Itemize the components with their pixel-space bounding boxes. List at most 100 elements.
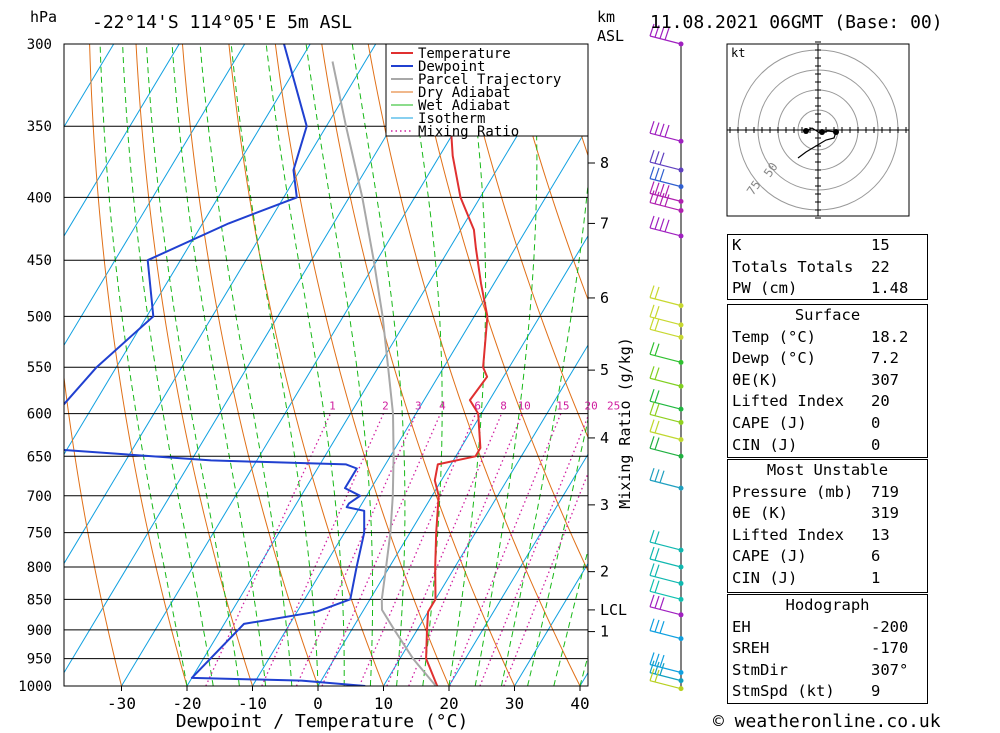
index-label: θE (K) — [732, 504, 788, 523]
series-line-temperature — [425, 77, 489, 686]
pressure-unit-label: hPa — [30, 8, 57, 26]
index-value: 22 — [871, 257, 890, 276]
mixing-ratio-label: 3 — [415, 400, 422, 413]
mixing-ratio-line — [358, 413, 477, 686]
height-tick-label: 3 — [600, 496, 609, 514]
index-row-mu-cin: CIN (J) 1 — [728, 568, 927, 590]
wet-adiabat-line — [99, 44, 188, 686]
dry-adiabat-line — [181, 44, 319, 686]
index-label: StmSpd (kt) — [732, 682, 835, 701]
index-label: Pressure (mb) — [732, 482, 854, 501]
wind-barb — [649, 594, 682, 616]
wind-barb — [649, 529, 682, 551]
wind-barb — [649, 181, 682, 202]
index-row-sreh: SREH -170 — [728, 638, 927, 660]
datetime-title: 11.08.2021 06GMT (Base: 00) — [650, 12, 943, 33]
x-tick-label: -10 — [238, 694, 267, 713]
hodograph-unit-label: kt — [731, 46, 745, 60]
isotherm-line — [448, 453, 588, 686]
index-label: θE(K) — [732, 370, 779, 389]
index-label: CIN (J) — [732, 568, 798, 587]
isotherm-line — [121, 44, 508, 686]
mixing-ratio-label: 8 — [500, 400, 507, 413]
index-row-mu-thetae: θE (K) 319 — [728, 503, 927, 525]
x-tick-label: 40 — [570, 694, 589, 713]
mixing-ratio-label: 10 — [518, 400, 531, 413]
pressure-tick-label: 850 — [27, 592, 52, 608]
index-value: 307 — [871, 370, 899, 389]
wind-barb — [649, 652, 682, 674]
mixing-ratio-label: 15 — [556, 400, 569, 413]
mixing-ratio-label: 25 — [607, 400, 620, 413]
wet-adiabat-line — [199, 44, 293, 686]
dry-adiabat-line — [89, 44, 188, 686]
wind-barb — [649, 402, 682, 424]
wind-barb — [649, 388, 682, 410]
index-label: Temp (°C) — [732, 327, 816, 346]
wind-barb — [649, 285, 682, 307]
isotherm-line — [186, 44, 573, 686]
pressure-tick-label: 300 — [27, 37, 52, 53]
wet-adiabat-line — [265, 44, 345, 686]
x-tick-label: 20 — [439, 694, 458, 713]
index-row-mu-cape: CAPE (J) 6 — [728, 546, 927, 568]
index-value: 9 — [871, 682, 881, 701]
pressure-tick-label: 400 — [27, 190, 52, 206]
pressure-tick-label: 600 — [27, 407, 52, 423]
index-row-eh: EH -200 — [728, 617, 927, 639]
dry-adiabat-line — [917, 26, 1000, 686]
hodograph-ring-label: 50 — [761, 160, 781, 180]
wind-barb — [649, 149, 682, 171]
index-row-stmdir: StmDir 307° — [728, 660, 927, 682]
index-value: 0 — [871, 435, 881, 454]
dry-adiabat-line — [460, 44, 588, 439]
index-value: 15 — [871, 236, 890, 254]
index-value: 20 — [871, 392, 890, 411]
x-tick-label: 30 — [505, 694, 524, 713]
isotherm-line — [64, 44, 442, 674]
index-row-cape: CAPE (J) 0 — [728, 413, 927, 435]
mixing-ratio-line — [449, 413, 562, 686]
index-label: Lifted Index — [732, 392, 844, 411]
surface-title: Surface — [794, 306, 861, 324]
wind-barb — [649, 546, 682, 568]
index-label: PW (cm) — [732, 279, 798, 298]
dry-adiabat-line — [135, 44, 253, 686]
height-tick-label: 4 — [600, 429, 609, 447]
legend-entry-temperature: Temperature — [418, 46, 511, 62]
wind-barb — [649, 436, 682, 457]
legend-entry-mixing-ratio: Mixing Ratio — [418, 124, 519, 140]
wet-adiabat-line — [230, 44, 319, 686]
index-label: StmDir — [732, 660, 788, 679]
location-title: -22°14'S 114°05'E 5m ASL — [92, 12, 352, 33]
hodograph-trace — [797, 127, 837, 159]
legend: Temperature Dewpoint Parcel Trajectory D… — [385, 43, 589, 140]
index-row-k: K 15 — [728, 235, 927, 257]
pressure-tick-label: 350 — [27, 119, 52, 135]
index-value: 719 — [871, 482, 899, 501]
x-axis-title: Dewpoint / Temperature (°C) — [176, 711, 469, 732]
pressure-tick-label: 950 — [27, 652, 52, 668]
index-label: Totals Totals — [732, 257, 854, 276]
index-value: 7.2 — [871, 349, 899, 368]
index-label: CIN (J) — [732, 435, 798, 454]
most-unstable-title: Most Unstable — [766, 461, 889, 479]
x-tick-label: 0 — [313, 694, 323, 713]
wet-adiabat-line — [122, 44, 214, 686]
wind-barb — [649, 618, 682, 640]
isotherm-line — [317, 235, 588, 686]
wind-barb — [649, 121, 682, 142]
wet-adiabat-line — [305, 44, 374, 686]
index-row-totals: Totals Totals 22 — [728, 257, 927, 279]
pressure-tick-label: 550 — [27, 360, 52, 376]
mixing-ratio-line — [295, 413, 417, 686]
wind-barb — [649, 660, 682, 682]
wind-barb — [649, 317, 682, 338]
hodograph-point — [833, 129, 839, 135]
wet-adiabat-line — [351, 44, 406, 686]
pressure-tick-label: 800 — [27, 560, 52, 576]
mixing-ratio-axis-title: Mixing Ratio (g/kg) — [616, 337, 634, 509]
hodograph-ring-label: 75 — [744, 178, 764, 198]
mixing-ratio-label: 6 — [474, 400, 481, 413]
